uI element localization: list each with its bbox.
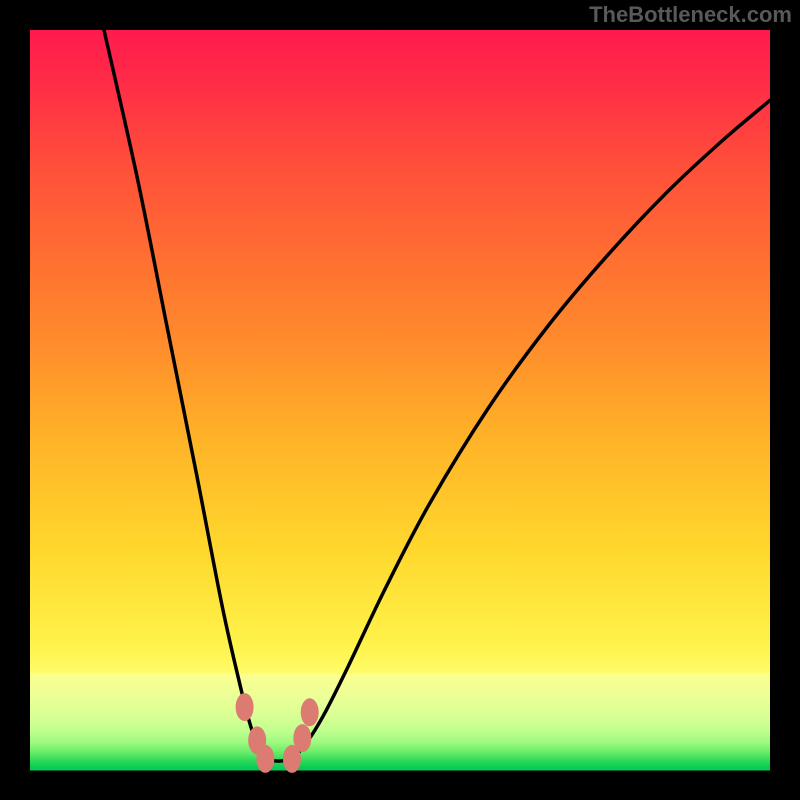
curve-marker <box>256 745 274 773</box>
lower-band-stripe <box>30 732 770 744</box>
bottleneck-chart <box>0 0 800 800</box>
curve-marker <box>236 693 254 721</box>
watermark-text: TheBottleneck.com <box>589 2 792 28</box>
plot-background <box>30 30 770 770</box>
lower-band-stripe <box>30 743 770 752</box>
lower-band-stripe <box>30 760 770 768</box>
curve-marker <box>301 698 319 726</box>
lower-band-stripe <box>30 752 770 761</box>
lower-band-stripe <box>30 696 770 717</box>
lower-band-stripe <box>30 717 770 732</box>
lower-band-stripe <box>30 767 770 770</box>
curve-marker <box>293 724 311 752</box>
chart-container: TheBottleneck.com <box>0 0 800 800</box>
lower-band-stripe <box>30 674 770 697</box>
